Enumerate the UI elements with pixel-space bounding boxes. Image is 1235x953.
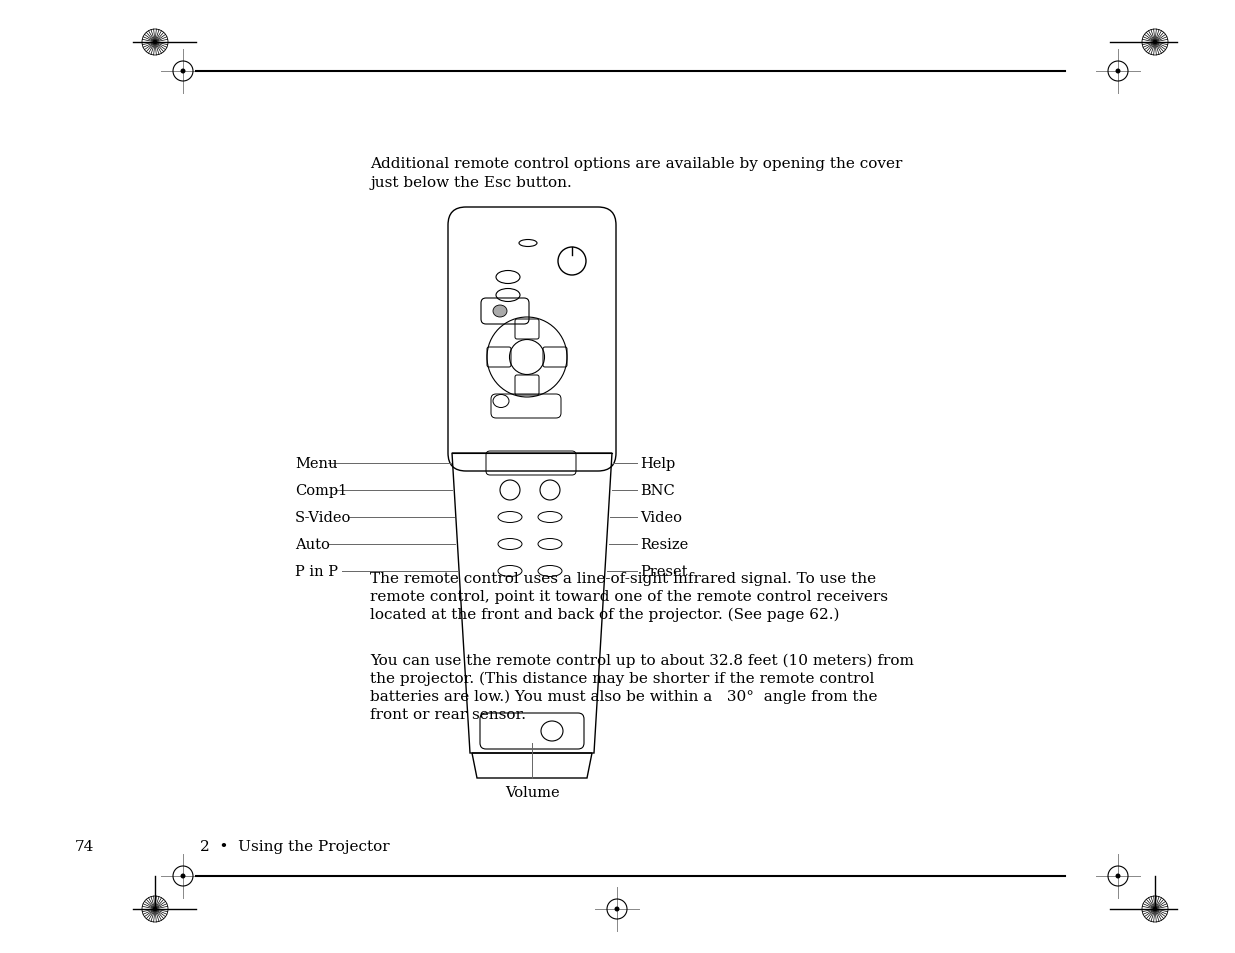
Circle shape [180,70,185,74]
Text: Resize: Resize [640,537,688,552]
Circle shape [180,874,185,879]
Text: P in P: P in P [295,564,338,578]
Ellipse shape [493,306,508,317]
Text: Help: Help [640,456,676,471]
Text: 74: 74 [75,840,94,853]
Circle shape [153,907,157,911]
Text: You can use the remote control up to about 32.8 feet (10 meters) from: You can use the remote control up to abo… [370,654,914,668]
Text: Preset: Preset [640,564,688,578]
Text: located at the front and back of the projector. (See page 62.): located at the front and back of the pro… [370,607,840,621]
Text: S-Video: S-Video [295,511,352,524]
Circle shape [1115,874,1120,879]
Text: Video: Video [640,511,682,524]
Text: Additional remote control options are available by opening the cover: Additional remote control options are av… [370,157,903,171]
Text: the projector. (This distance may be shorter if the remote control: the projector. (This distance may be sho… [370,671,874,685]
Text: Comp1: Comp1 [295,483,347,497]
Circle shape [1153,907,1157,911]
Circle shape [1115,70,1120,74]
Circle shape [153,41,157,45]
Text: 2  •  Using the Projector: 2 • Using the Projector [200,840,389,853]
Text: front or rear sensor.: front or rear sensor. [370,707,526,721]
Text: BNC: BNC [640,483,674,497]
Text: batteries are low.) You must also be within a   30°  angle from the: batteries are low.) You must also be wit… [370,689,878,703]
Circle shape [615,906,620,911]
Text: Volume: Volume [505,785,559,800]
Text: remote control, point it toward one of the remote control receivers: remote control, point it toward one of t… [370,589,888,603]
Circle shape [1153,41,1157,45]
Text: Auto: Auto [295,537,330,552]
Text: The remote control uses a line-of-sight infrared signal. To use the: The remote control uses a line-of-sight … [370,572,876,585]
Text: just below the Esc button.: just below the Esc button. [370,175,572,190]
Text: Menu: Menu [295,456,337,471]
